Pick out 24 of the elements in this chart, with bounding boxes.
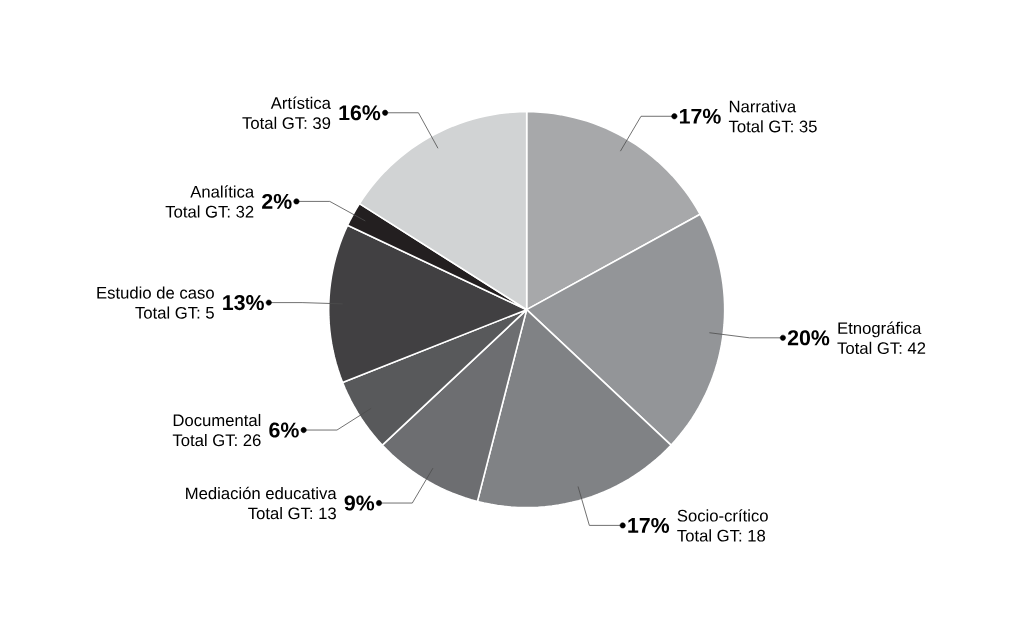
data-label: 13%: [223, 295, 264, 311]
slice-label: Documental: [173, 413, 261, 427]
data-label: 6%: [269, 422, 299, 438]
slice-label: Narrativa: [729, 100, 797, 113]
text: Total GT: 39: [242, 116, 331, 129]
data-label: 2%: [262, 193, 292, 209]
data-label: 16%: [339, 105, 381, 121]
text: Total GT: 13: [248, 507, 336, 520]
text: Total GT: 5: [135, 306, 214, 319]
slice-label: Etnográfica: [838, 321, 922, 338]
text: Total GT: 35: [728, 120, 817, 133]
data-label: 17%: [679, 108, 721, 124]
slice-label: Estudio de caso: [97, 286, 214, 299]
data-label: 9%: [344, 495, 375, 511]
slice-label: Analítica: [190, 185, 255, 198]
text: Total GT: 18: [677, 529, 766, 542]
slice-label: Socio-crítico: [677, 509, 768, 522]
text: Total GT: 26: [172, 433, 261, 447]
data-label: 17%: [628, 517, 670, 533]
slice-label: Mediación educativa: [186, 486, 337, 500]
slice-label: Artística: [270, 96, 331, 109]
text: Total GT: 32: [165, 205, 254, 218]
text: Total GT: 42: [837, 341, 926, 355]
data-label: 20%: [787, 330, 830, 346]
